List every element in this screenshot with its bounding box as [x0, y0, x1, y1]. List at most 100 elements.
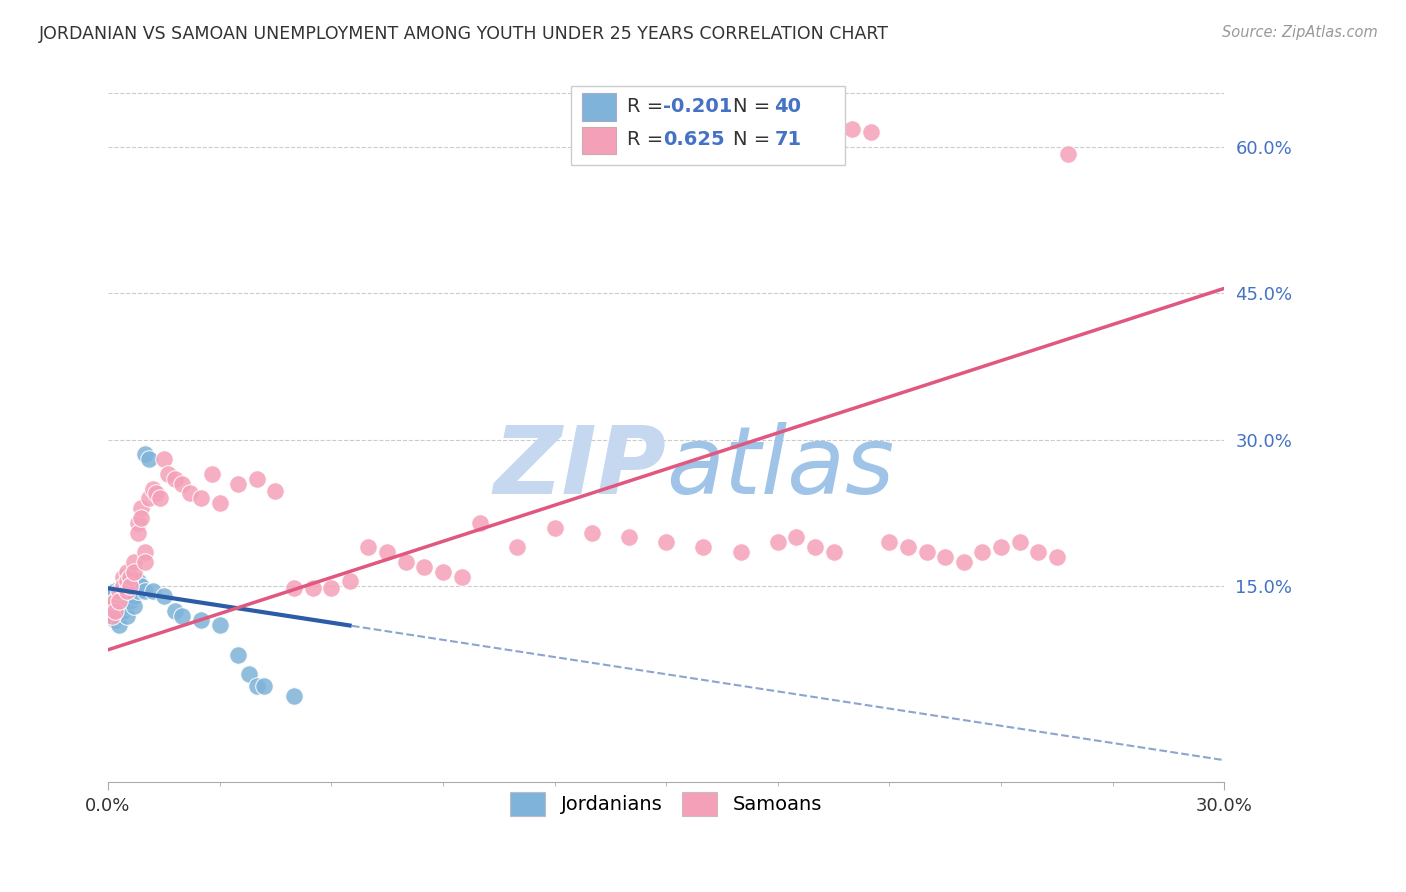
Point [100, 599, 122, 613]
Text: ZIP: ZIP [494, 422, 666, 514]
Point [108, 594, 131, 608]
Point [120, 594, 142, 608]
Point [120, 584, 142, 599]
Point [375, 545, 398, 559]
Point [264, 483, 287, 498]
Point [153, 589, 176, 603]
Point [617, 531, 640, 545]
FancyBboxPatch shape [582, 94, 616, 120]
Point [115, 599, 138, 613]
Point [655, 535, 678, 549]
Point [692, 540, 714, 554]
Point [253, 679, 276, 693]
Point [104, 594, 127, 608]
Point [915, 545, 938, 559]
Point [432, 565, 454, 579]
Text: R =: R = [627, 130, 676, 149]
Point [115, 584, 138, 599]
Point [785, 531, 807, 545]
Point [111, 569, 134, 583]
Point [1057, 147, 1080, 161]
Point [131, 511, 153, 525]
Point [108, 618, 131, 632]
Legend: Jordanians, Samoans: Jordanians, Samoans [501, 782, 832, 825]
Point [115, 579, 138, 593]
Point [100, 599, 122, 613]
Point [145, 486, 167, 500]
Point [450, 569, 472, 583]
Point [120, 569, 142, 583]
Point [804, 540, 827, 554]
Point [190, 491, 212, 506]
Text: 0.625: 0.625 [662, 130, 724, 149]
Point [190, 614, 212, 628]
Point [111, 594, 134, 608]
Point [131, 579, 153, 593]
Point [104, 594, 127, 608]
FancyBboxPatch shape [571, 87, 845, 165]
Point [100, 608, 122, 623]
Point [100, 608, 122, 623]
Point [841, 122, 863, 136]
Point [122, 565, 145, 579]
Point [163, 604, 186, 618]
Point [115, 565, 138, 579]
Point [208, 496, 231, 510]
Point [226, 476, 249, 491]
Point [127, 516, 149, 530]
Point [972, 545, 994, 559]
Point [859, 125, 882, 139]
Point [142, 584, 165, 599]
Text: R =: R = [627, 97, 669, 116]
Point [108, 608, 131, 623]
Point [226, 648, 249, 662]
Text: 71: 71 [775, 130, 801, 149]
Point [127, 525, 149, 540]
Point [111, 604, 134, 618]
Point [246, 472, 269, 486]
FancyBboxPatch shape [582, 127, 616, 154]
Text: Source: ZipAtlas.com: Source: ZipAtlas.com [1222, 25, 1378, 40]
Point [246, 679, 269, 693]
Point [120, 579, 142, 593]
Point [730, 545, 752, 559]
Point [543, 521, 565, 535]
Point [953, 555, 976, 569]
Text: N =: N = [733, 97, 776, 116]
Point [581, 525, 603, 540]
Text: 40: 40 [775, 97, 801, 116]
Point [506, 540, 529, 554]
Point [321, 581, 343, 595]
Point [108, 599, 131, 613]
Point [301, 581, 323, 595]
Text: -0.201: -0.201 [662, 97, 733, 116]
Point [127, 584, 149, 599]
Point [138, 452, 160, 467]
Text: JORDANIAN VS SAMOAN UNEMPLOYMENT AMONG YOUTH UNDER 25 YEARS CORRELATION CHART: JORDANIAN VS SAMOAN UNEMPLOYMENT AMONG Y… [39, 25, 890, 43]
Point [138, 491, 160, 506]
Point [990, 540, 1012, 554]
Point [1008, 535, 1031, 549]
Point [115, 608, 138, 623]
Point [134, 555, 156, 569]
Point [115, 589, 138, 603]
Point [468, 516, 491, 530]
Point [111, 579, 134, 593]
Point [357, 540, 380, 554]
Point [283, 581, 305, 595]
Point [395, 555, 418, 569]
Point [823, 545, 845, 559]
Point [934, 549, 956, 564]
Point [134, 545, 156, 559]
Point [766, 535, 789, 549]
Point [201, 467, 224, 481]
Point [172, 608, 194, 623]
Point [108, 589, 131, 603]
Point [127, 574, 149, 589]
Point [134, 584, 156, 599]
Point [122, 579, 145, 593]
Point [156, 467, 179, 481]
Point [142, 482, 165, 496]
Point [111, 584, 134, 599]
Point [134, 447, 156, 461]
